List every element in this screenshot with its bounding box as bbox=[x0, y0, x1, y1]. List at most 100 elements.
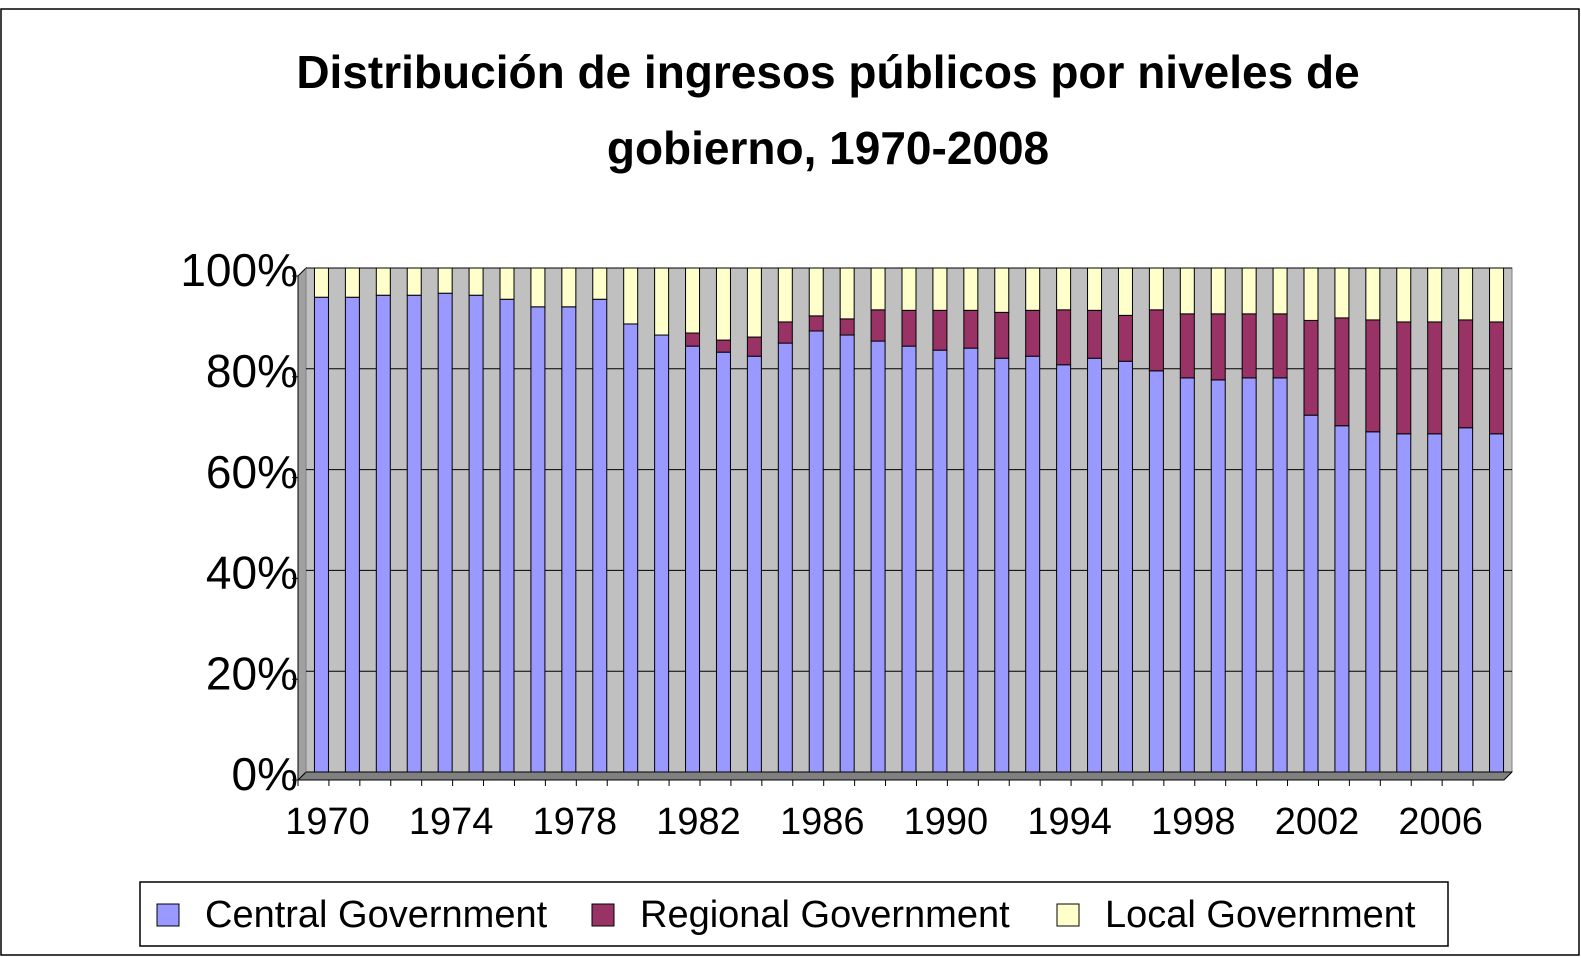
bar-segment bbox=[1458, 319, 1474, 429]
legend-label: Regional Government bbox=[640, 894, 1010, 936]
x-tick-label: 1998 bbox=[1151, 801, 1236, 843]
bar-segment bbox=[746, 267, 762, 338]
bar-segment bbox=[870, 267, 886, 311]
bar-segment bbox=[1272, 267, 1288, 315]
bar-segment bbox=[808, 330, 824, 773]
bar-segment bbox=[1241, 377, 1257, 773]
bar-segment bbox=[561, 306, 577, 773]
y-tick-label: 20% bbox=[206, 647, 298, 699]
bar-segment bbox=[1489, 321, 1505, 435]
bar-segment bbox=[963, 309, 979, 349]
bar-segment bbox=[994, 311, 1010, 359]
bar-segment bbox=[1179, 377, 1195, 773]
bar-segment bbox=[901, 267, 917, 311]
bar-segment bbox=[901, 345, 917, 773]
x-tick-label: 1986 bbox=[780, 801, 865, 843]
bar-segment bbox=[901, 309, 917, 347]
bar-segment bbox=[777, 342, 793, 773]
bar-segment bbox=[1458, 267, 1474, 321]
bar-segment bbox=[468, 267, 484, 296]
bar-segment bbox=[932, 267, 948, 311]
y-tick-label: 60% bbox=[206, 446, 298, 498]
bar-segment bbox=[685, 267, 701, 334]
bar-segment bbox=[932, 349, 948, 773]
bar-segment bbox=[808, 315, 824, 332]
bar-segment bbox=[994, 357, 1010, 773]
bar-segment bbox=[932, 309, 948, 351]
bar-segment bbox=[499, 298, 515, 773]
bar-segment bbox=[499, 267, 515, 300]
bar-segment bbox=[1489, 433, 1505, 773]
x-tick-label: 1974 bbox=[409, 801, 494, 843]
bar-segment bbox=[437, 292, 453, 773]
bar-segment bbox=[1272, 313, 1288, 379]
bar-segment bbox=[1025, 267, 1041, 311]
bar-segment bbox=[1148, 309, 1164, 372]
bar-segment bbox=[870, 309, 886, 342]
bar-segment bbox=[1489, 267, 1505, 323]
bar-segment bbox=[344, 267, 360, 298]
bar-segment bbox=[685, 345, 701, 773]
chart-title: Distribución de ingresos públicos por ni… bbox=[296, 46, 1360, 174]
bar-segment bbox=[437, 267, 453, 294]
bar-segment bbox=[1117, 314, 1133, 362]
bar-segment bbox=[530, 306, 546, 773]
bar-segment bbox=[406, 267, 422, 296]
legend-box bbox=[139, 881, 1449, 947]
bar-segment bbox=[1241, 267, 1257, 315]
x-tick-label: 1994 bbox=[1027, 801, 1112, 843]
bar-segment bbox=[592, 298, 608, 773]
bar-segment bbox=[746, 355, 762, 773]
bar-segment bbox=[1056, 364, 1072, 773]
bar-segment bbox=[592, 267, 608, 300]
bar-segment bbox=[1272, 377, 1288, 773]
bar-segment bbox=[994, 267, 1010, 313]
bar-segment bbox=[1427, 321, 1443, 435]
plot-side-wall bbox=[297, 266, 307, 782]
bar-segment bbox=[1334, 317, 1350, 427]
bar-segment bbox=[1087, 267, 1103, 311]
bar-segment bbox=[1210, 379, 1226, 773]
bar-segment bbox=[1179, 267, 1195, 315]
bar-segment bbox=[1210, 267, 1226, 315]
bar-segment bbox=[1365, 431, 1381, 773]
bar-segment bbox=[1025, 309, 1041, 357]
bar-segment bbox=[1303, 319, 1319, 416]
x-tick-label: 1982 bbox=[656, 801, 741, 843]
bar-segment bbox=[313, 296, 329, 773]
legend-swatch bbox=[1056, 903, 1080, 927]
legend-swatch bbox=[591, 903, 615, 927]
bar-segment bbox=[1179, 313, 1195, 379]
bar-segment bbox=[777, 267, 793, 323]
bar-segment bbox=[1056, 267, 1072, 311]
bar-segment bbox=[839, 267, 855, 320]
bar-segment bbox=[1117, 267, 1133, 316]
y-tick-label: 0% bbox=[232, 748, 298, 800]
bar-segment bbox=[839, 318, 855, 336]
legend-label: Local Government bbox=[1105, 894, 1416, 936]
bar-segment bbox=[468, 294, 484, 773]
bar-segment bbox=[1148, 267, 1164, 311]
bar-segment bbox=[1427, 267, 1443, 323]
y-tick-label: 40% bbox=[206, 547, 298, 599]
x-tick-label: 2002 bbox=[1275, 801, 1360, 843]
bar-segment bbox=[1087, 309, 1103, 359]
bar-segment bbox=[808, 267, 824, 317]
bar-segment bbox=[344, 296, 360, 773]
bar-segment bbox=[1396, 433, 1412, 773]
x-tick-label: 1978 bbox=[533, 801, 618, 843]
bar-segment bbox=[1334, 425, 1350, 773]
bar-segment bbox=[1303, 414, 1319, 773]
x-tick-label: 1990 bbox=[904, 801, 989, 843]
bar-segment bbox=[1025, 355, 1041, 773]
bar-segment bbox=[1087, 357, 1103, 773]
bar-segment bbox=[1056, 309, 1072, 366]
bar-segment bbox=[715, 267, 731, 341]
bar-segment bbox=[746, 336, 762, 357]
bar-segment bbox=[1210, 313, 1226, 381]
bar-segment bbox=[1427, 433, 1443, 773]
plot-floor bbox=[296, 771, 1514, 781]
bar-segment bbox=[654, 267, 670, 336]
